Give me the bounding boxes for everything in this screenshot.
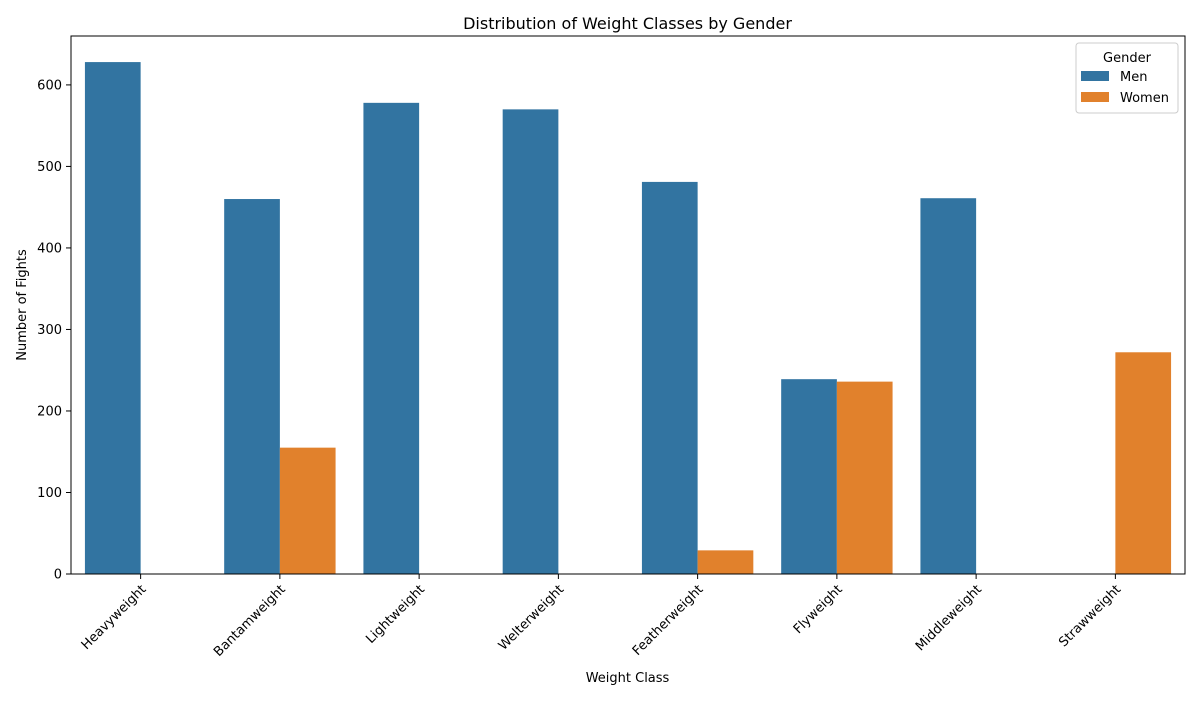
bar-women-strawweight [1115,352,1172,574]
y-tick-label: 500 [37,160,62,175]
y-tick-label: 400 [37,241,62,256]
chart-title: Distribution of Weight Classes by Gender [463,14,792,33]
bar-women-bantamweight [279,447,336,574]
y-tick-label: 300 [37,323,62,338]
plot-frame [70,35,1186,575]
bars-layer [84,62,1172,575]
bar-men-bantamweight [224,199,280,574]
y-tick-label: 100 [37,486,62,501]
bar-women-flyweight [836,381,893,574]
y-tick-label: 600 [37,78,62,93]
legend-label-women: Women [1120,91,1169,106]
x-tick-label: Featherweight [630,582,707,659]
bar-men-featherweight [641,181,698,575]
y-tick-label: 0 [54,568,62,583]
x-tick-label: Flyweight [791,582,846,637]
bar-men-flyweight [781,379,837,574]
bar-men-lightweight [363,102,420,575]
bar-men-welterweight [502,109,559,574]
legend-title: Gender [1103,51,1152,66]
x-tick-label: Bantamweight [211,582,289,660]
legend: Gender Men Women [1075,42,1179,114]
y-tick-label: 200 [37,404,62,419]
x-tick-label: Strawweight [1056,582,1124,650]
bar-men-heavyweight [84,62,141,575]
y-axis-label: Number of Fights [15,249,30,361]
legend-swatch-women [1081,92,1109,102]
y-axis-ticks: 0 100 200 300 400 500 600 [37,78,71,583]
legend-label-men: Men [1120,70,1147,85]
legend-swatch-men [1081,71,1109,81]
bar-men-middleweight [920,198,977,574]
x-axis-label: Weight Class [586,671,670,686]
x-tick-label: Middleweight [913,582,985,654]
bar-women-featherweight [697,550,754,574]
x-tick-label: Lightweight [363,582,428,647]
x-tick-label: Heavyweight [79,582,150,653]
x-axis-ticks: Heavyweight Bantamweight Lightweight Welter… [79,574,1124,660]
x-tick-label: Welterweight [496,582,567,653]
